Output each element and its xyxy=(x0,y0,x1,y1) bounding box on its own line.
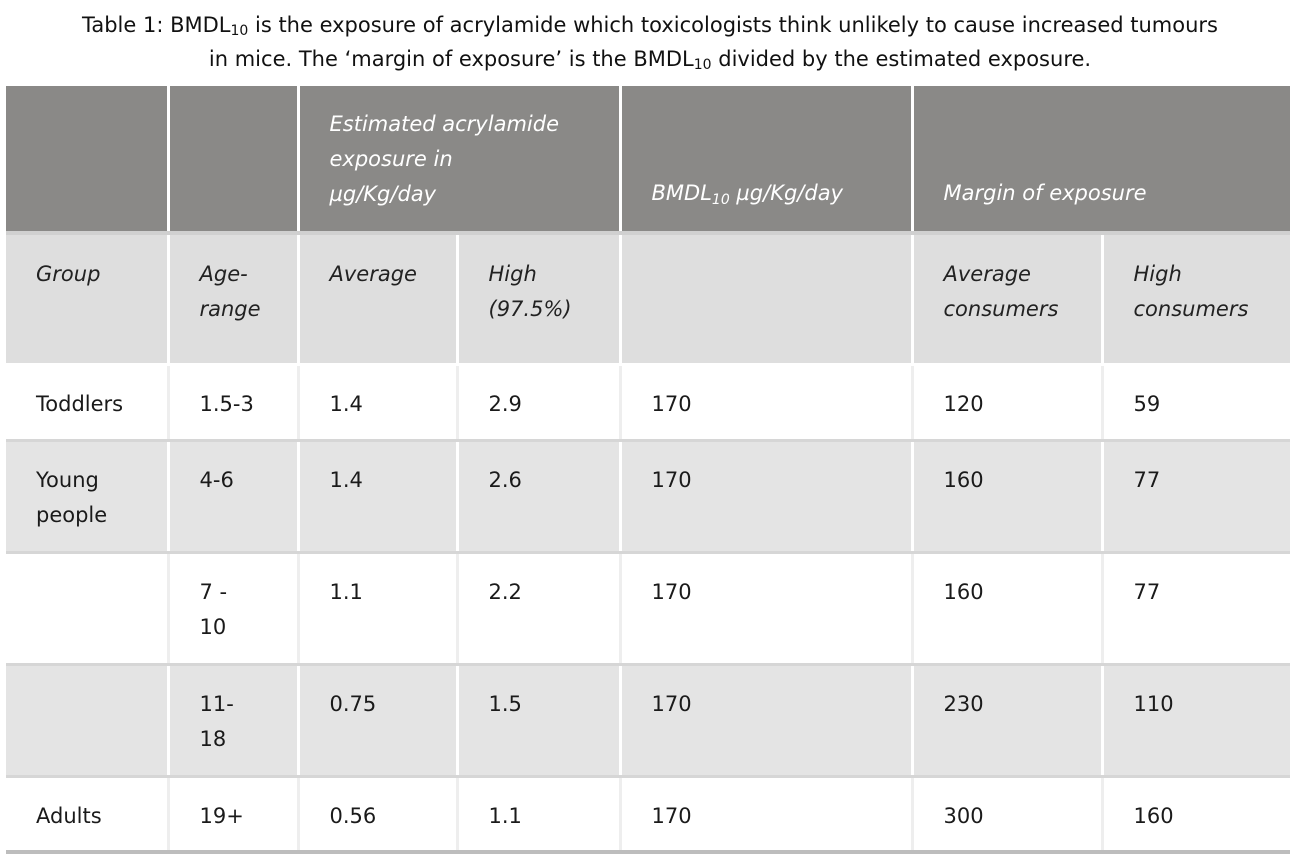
subheader-age-range: Age-range xyxy=(168,233,300,366)
cell-average: 1.4 xyxy=(298,440,459,554)
cell-group: Adults xyxy=(6,776,170,854)
subheader-empty xyxy=(620,233,914,366)
subheader-high: High (97.5%) xyxy=(457,233,622,366)
subheader-text: Age- xyxy=(199,262,248,286)
table-row: 7 -10 1.1 2.2 170 160 77 xyxy=(6,552,1291,666)
caption-subscript: 10 xyxy=(693,57,712,73)
cell-bmdl: 170 xyxy=(620,440,914,554)
cell-moe-high: 77 xyxy=(1102,552,1291,666)
cell-age-range: 1.5-3 xyxy=(168,364,300,442)
cell-high: 2.9 xyxy=(457,364,622,442)
cell-text: Toddlers xyxy=(36,391,124,416)
cell-moe-average: 160 xyxy=(912,552,1104,666)
table-row: Young people 4-6 1.4 2.6 170 160 77 xyxy=(6,440,1291,554)
cell-text: 7 - xyxy=(199,579,228,604)
caption-text: Table 1: BMDL xyxy=(81,13,231,37)
cell-high: 1.1 xyxy=(457,776,622,854)
table-row: Toddlers 1.5-3 1.4 2.9 170 120 59 xyxy=(6,364,1291,442)
acrylamide-table: Estimated acrylamide exposure in µg/Kg/d… xyxy=(6,86,1291,854)
header-cell-empty xyxy=(6,86,170,235)
cell-moe-average: 120 xyxy=(912,364,1104,442)
cell-bmdl: 170 xyxy=(620,664,914,778)
cell-high: 2.2 xyxy=(457,552,622,666)
subheader-text: High xyxy=(1133,262,1182,286)
cell-average: 0.56 xyxy=(298,776,459,854)
caption-line-1: Table 1: BMDL10 is the exposure of acryl… xyxy=(0,8,1300,42)
subheader-text: High xyxy=(488,262,537,286)
cell-moe-average: 160 xyxy=(912,440,1104,554)
subheader-average-consumers: Average consumers xyxy=(912,233,1104,366)
subheader-row: Group Age-range Average High (97.5%) Aver… xyxy=(6,233,1291,366)
header-text: Estimated acrylamide xyxy=(329,112,559,136)
cell-text: 10 xyxy=(199,614,227,639)
cell-text: 4-6 xyxy=(199,467,234,492)
cell-average: 0.75 xyxy=(298,664,459,778)
cell-group xyxy=(6,664,170,778)
cell-bmdl: 170 xyxy=(620,364,914,442)
caption-line-2: in mice. The ‘margin of exposure’ is the… xyxy=(0,42,1300,76)
table-caption: Table 1: BMDL10 is the exposure of acryl… xyxy=(0,8,1300,76)
subheader-group: Group xyxy=(6,233,170,366)
cell-age-range: 4-6 xyxy=(168,440,300,554)
cell-bmdl: 170 xyxy=(620,776,914,854)
cell-moe-high: 110 xyxy=(1102,664,1291,778)
cell-high: 2.6 xyxy=(457,440,622,554)
cell-age-range: 19+ xyxy=(168,776,300,854)
subheader-text: consumers xyxy=(943,297,1059,321)
cell-text: 1.5-3 xyxy=(199,391,254,416)
subheader-text: Average xyxy=(943,262,1031,286)
cell-text: Adults xyxy=(36,803,102,828)
caption-subscript: 10 xyxy=(230,23,249,39)
cell-age-range: 11- 18 xyxy=(168,664,300,778)
cell-text: people xyxy=(36,502,108,527)
header-subscript: 10 xyxy=(711,192,730,208)
cell-moe-average: 300 xyxy=(912,776,1104,854)
subheader-text: (97.5%) xyxy=(488,297,572,321)
cell-text: 18 xyxy=(199,726,227,751)
cell-age-range: 7 -10 xyxy=(168,552,300,666)
table-row: 11- 18 0.75 1.5 170 230 110 xyxy=(6,664,1291,778)
cell-text: 19+ xyxy=(199,803,244,828)
cell-group: Toddlers xyxy=(6,364,170,442)
cell-moe-average: 230 xyxy=(912,664,1104,778)
cell-moe-high: 59 xyxy=(1102,364,1291,442)
header-text: BMDL xyxy=(651,181,712,205)
subheader-text: range xyxy=(199,297,261,321)
cell-average: 1.1 xyxy=(298,552,459,666)
header-estimated-exposure: Estimated acrylamide exposure in µg/Kg/d… xyxy=(298,86,622,235)
caption-text: divided by the estimated exposure. xyxy=(711,47,1092,71)
subheader-average: Average xyxy=(298,233,459,366)
header-text: exposure in xyxy=(329,147,453,171)
header-text: µg/Kg/day xyxy=(329,182,437,206)
subheader-high-consumers: High consumers xyxy=(1102,233,1291,366)
cell-text: 11- xyxy=(199,691,234,716)
cell-text: Young xyxy=(36,467,99,492)
cell-group: Young people xyxy=(6,440,170,554)
cell-moe-high: 77 xyxy=(1102,440,1291,554)
header-text: µg/Kg/day xyxy=(729,181,843,205)
header-row: Estimated acrylamide exposure in µg/Kg/d… xyxy=(6,86,1291,235)
cell-moe-high: 160 xyxy=(1102,776,1291,854)
header-cell-empty xyxy=(168,86,300,235)
caption-text: is the exposure of acrylamide which toxi… xyxy=(248,13,1218,37)
subheader-text: consumers xyxy=(1133,297,1249,321)
cell-bmdl: 170 xyxy=(620,552,914,666)
header-margin-of-exposure: Margin of exposure xyxy=(912,86,1291,235)
cell-average: 1.4 xyxy=(298,364,459,442)
cell-group xyxy=(6,552,170,666)
caption-text: in mice. The ‘margin of exposure’ is the… xyxy=(208,47,694,71)
table-row: Adults 19+ 0.56 1.1 170 300 160 xyxy=(6,776,1291,854)
cell-high: 1.5 xyxy=(457,664,622,778)
header-bmdl: BMDL10 µg/Kg/day xyxy=(620,86,914,235)
